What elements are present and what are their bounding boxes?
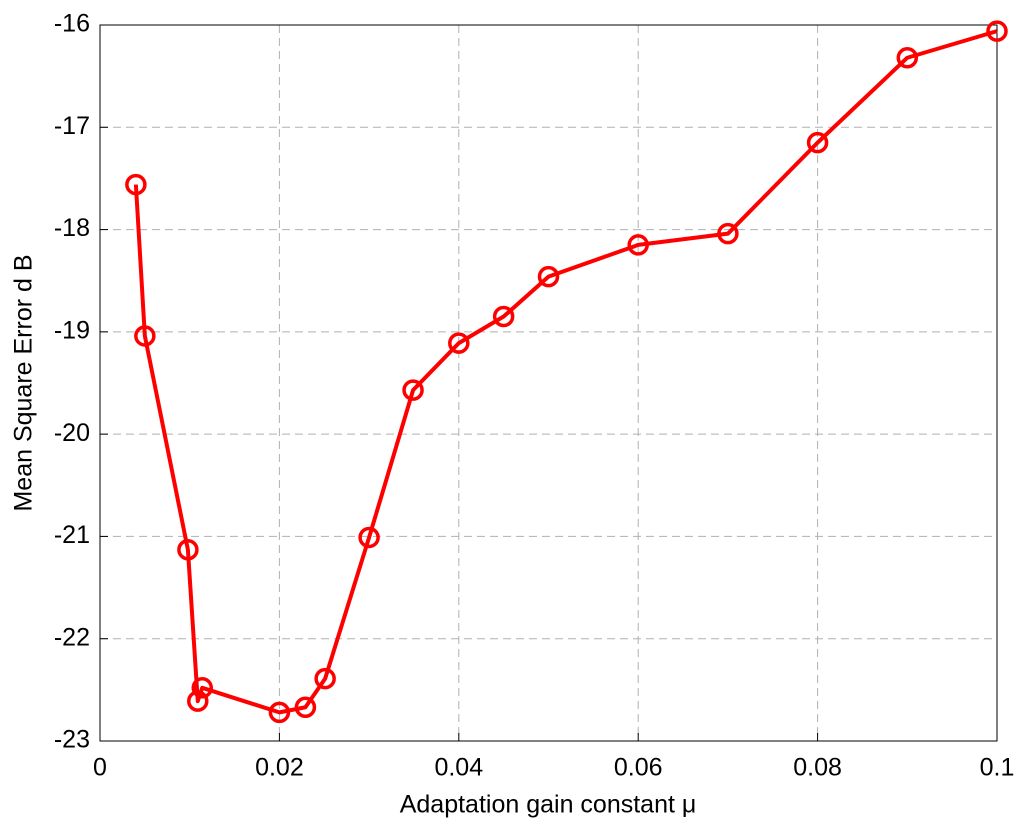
marker — [448, 332, 470, 354]
x-tick-label: 0.06 — [614, 754, 663, 782]
x-tick-label: 0.1 — [980, 754, 1015, 782]
x-tick-label: 0.02 — [255, 754, 304, 782]
marker — [125, 173, 147, 196]
marker — [268, 701, 291, 724]
marker — [177, 538, 199, 561]
x-tick-label: 0.04 — [434, 754, 483, 782]
marker — [134, 325, 156, 347]
marker — [314, 667, 336, 690]
marker — [294, 696, 317, 718]
marker — [537, 265, 560, 288]
marker — [717, 222, 739, 245]
marker — [627, 234, 649, 256]
y-tick-label: -22 — [54, 623, 90, 651]
marker — [358, 526, 380, 549]
marker — [191, 677, 214, 699]
marker — [402, 379, 424, 401]
y-tick-label: -20 — [54, 419, 90, 447]
y-tick-label: -23 — [54, 726, 90, 754]
y-tick-label: -21 — [54, 521, 90, 549]
y-tick-label: -19 — [54, 316, 90, 344]
marker — [187, 690, 209, 712]
marker — [986, 20, 1008, 42]
marker — [806, 131, 829, 154]
line — [133, 29, 998, 715]
marker — [492, 305, 515, 328]
y-tick-label: -16 — [54, 10, 90, 38]
marker — [896, 46, 919, 69]
y-tick-label: -18 — [54, 214, 90, 242]
y-axis-label: Mean Square Error d B — [10, 254, 38, 511]
plot-frame — [99, 24, 998, 742]
y-tick-label: -17 — [54, 112, 90, 140]
x-tick-label: 0.08 — [793, 754, 842, 782]
x-axis-label: Adaptation gain constant μ — [400, 791, 697, 819]
x-tick-label: 0 — [93, 754, 107, 782]
